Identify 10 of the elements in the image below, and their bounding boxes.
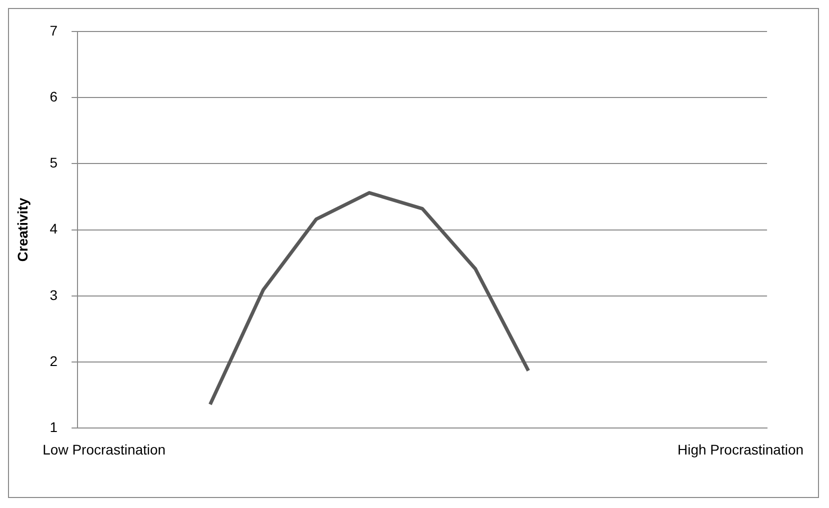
x-tick-label: Low Procrastination bbox=[42, 441, 166, 458]
y-tick-label: 7 bbox=[50, 22, 58, 38]
y-axis-title: Creativity bbox=[14, 198, 30, 262]
y-tick-label: 2 bbox=[50, 352, 58, 369]
x-tick-label: High Procrastination bbox=[677, 441, 804, 458]
y-tick-label: 3 bbox=[50, 286, 58, 303]
y-tick-label: 6 bbox=[50, 88, 58, 104]
y-tick-label: 1 bbox=[50, 419, 58, 436]
y-tick-label: 5 bbox=[50, 154, 58, 171]
y-tick-label: 4 bbox=[50, 220, 58, 237]
